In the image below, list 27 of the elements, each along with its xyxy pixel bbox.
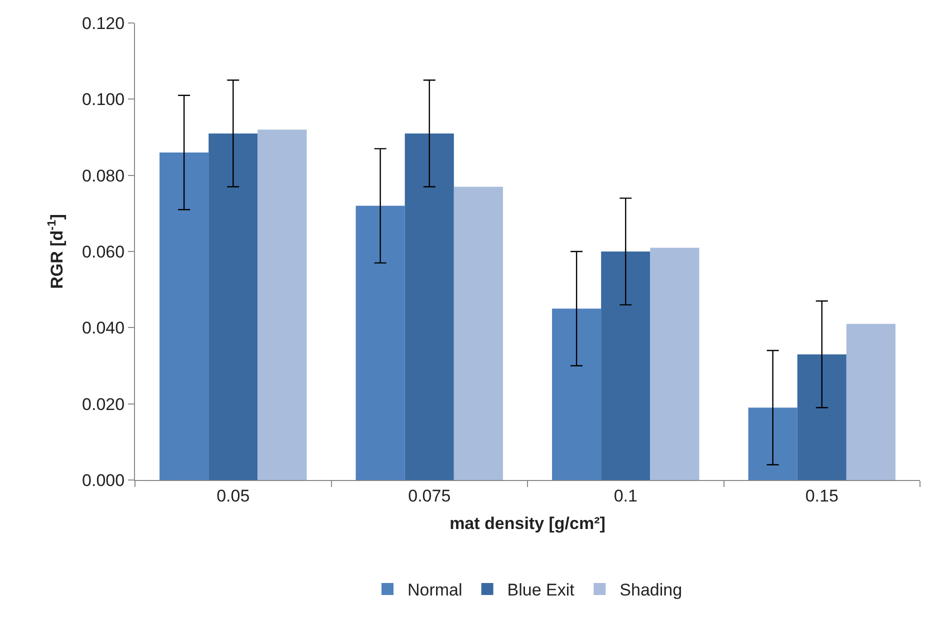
bar	[160, 152, 209, 480]
y-tick-label: 0.020	[82, 394, 125, 414]
bar	[356, 206, 405, 480]
bar	[601, 252, 650, 480]
bar	[404, 133, 454, 480]
bar	[748, 408, 798, 480]
x-tick-label: 0.15	[805, 486, 838, 506]
bar	[454, 186, 503, 480]
bar	[650, 248, 700, 480]
legend-label: Normal	[408, 580, 462, 600]
y-tick-label: 0.040	[82, 318, 125, 338]
x-axis-title: mat density [g/cm²]	[450, 514, 606, 533]
bar	[846, 324, 896, 480]
x-tick-label: 0.05	[216, 486, 250, 506]
y-tick-label: 0.100	[82, 90, 125, 110]
x-tick-label: 0.075	[408, 486, 451, 506]
bar	[258, 130, 307, 480]
legend-label: Shading	[620, 580, 682, 600]
y-tick-label: 0.000	[82, 470, 125, 490]
legend-label: Blue Exit	[507, 580, 575, 600]
y-tick-label: 0.080	[82, 166, 125, 186]
y-tick-label: 0.060	[82, 242, 125, 262]
y-tick-label: 0.120	[82, 14, 125, 33]
bar	[552, 308, 602, 480]
bar	[797, 354, 846, 480]
x-tick-label: 0.1	[614, 486, 638, 506]
bar	[208, 133, 258, 480]
